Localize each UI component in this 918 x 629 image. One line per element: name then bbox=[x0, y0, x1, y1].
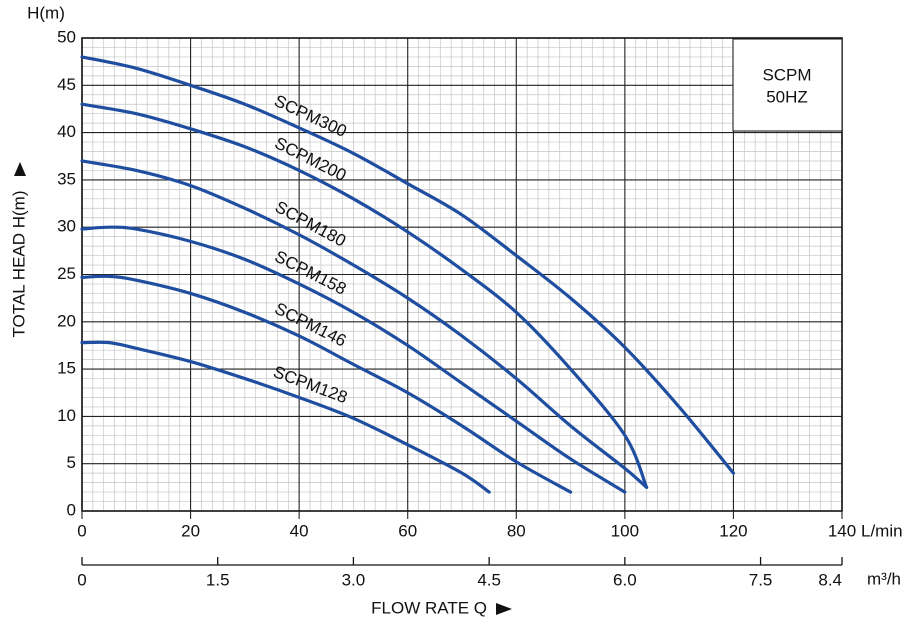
curve bbox=[80, 340, 491, 494]
x-tick-label: 140 bbox=[828, 521, 856, 540]
plot-border bbox=[81, 37, 843, 512]
y-tick-label: 45 bbox=[57, 75, 76, 94]
y-label: TOTAL HEAD H(m) bbox=[9, 190, 28, 337]
x-label: FLOW RATE Q bbox=[371, 598, 487, 617]
annotation: SCPM bbox=[762, 65, 811, 84]
y-tick-label: 25 bbox=[57, 264, 76, 283]
x-tick-label: 60 bbox=[398, 521, 417, 540]
x-tick-label: 20 bbox=[181, 521, 200, 540]
curve bbox=[80, 102, 649, 489]
y-unit: H(m) bbox=[27, 3, 65, 22]
arrow bbox=[14, 162, 26, 176]
x-tick-label: 100 bbox=[611, 521, 639, 540]
y-tick-label: 5 bbox=[67, 453, 76, 472]
y-tick-label: 0 bbox=[67, 500, 76, 519]
y-tick-label: 10 bbox=[57, 406, 76, 425]
x2-unit: m³/h bbox=[867, 569, 901, 588]
arrow bbox=[496, 603, 512, 615]
annotation-box bbox=[732, 38, 843, 132]
y-tick-label: 30 bbox=[57, 217, 76, 236]
grid bbox=[81, 37, 843, 512]
curve bbox=[80, 225, 627, 494]
x2-tick-label: 4.5 bbox=[477, 570, 501, 589]
x2-tick-label: 6.0 bbox=[613, 570, 637, 589]
curve bbox=[80, 159, 649, 489]
x-tick-label: 40 bbox=[290, 521, 309, 540]
annotation: 50HZ bbox=[766, 87, 808, 106]
x2-tick-label: 0 bbox=[77, 570, 86, 589]
y-tick-label: 20 bbox=[57, 311, 76, 330]
x-tick-label: 80 bbox=[507, 521, 526, 540]
x2-tick-label: 3.0 bbox=[342, 570, 366, 589]
x-tick-label: 120 bbox=[719, 521, 747, 540]
x2-tick-label: 8.4 bbox=[818, 570, 842, 589]
x-tick-label: 0 bbox=[77, 521, 86, 540]
y-tick-label: 40 bbox=[57, 122, 76, 141]
x2-tick-label: 7.5 bbox=[749, 570, 773, 589]
series-label: SCPM180 bbox=[272, 197, 349, 251]
y-tick-label: 15 bbox=[57, 359, 76, 378]
curves bbox=[80, 55, 736, 494]
curve bbox=[80, 274, 573, 494]
curve bbox=[80, 55, 736, 475]
x-unit: L/min bbox=[861, 521, 903, 540]
y-tick-label: 35 bbox=[57, 169, 76, 188]
y-tick-label: 50 bbox=[57, 27, 76, 46]
x2-tick-label: 1.5 bbox=[206, 570, 230, 589]
